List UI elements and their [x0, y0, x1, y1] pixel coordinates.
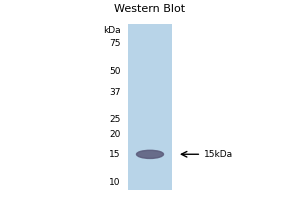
Text: 75: 75: [109, 39, 120, 48]
Text: 10: 10: [109, 178, 120, 187]
Text: 37: 37: [109, 88, 120, 97]
Text: 20: 20: [109, 130, 120, 139]
Ellipse shape: [136, 150, 164, 158]
Text: 15kDa: 15kDa: [204, 150, 233, 159]
Text: Western Blot: Western Blot: [114, 4, 186, 14]
Text: 15: 15: [109, 150, 120, 159]
Text: kDa: kDa: [103, 26, 120, 35]
Text: 50: 50: [109, 67, 120, 76]
Text: 25: 25: [109, 115, 120, 124]
Bar: [128, 24, 172, 190]
